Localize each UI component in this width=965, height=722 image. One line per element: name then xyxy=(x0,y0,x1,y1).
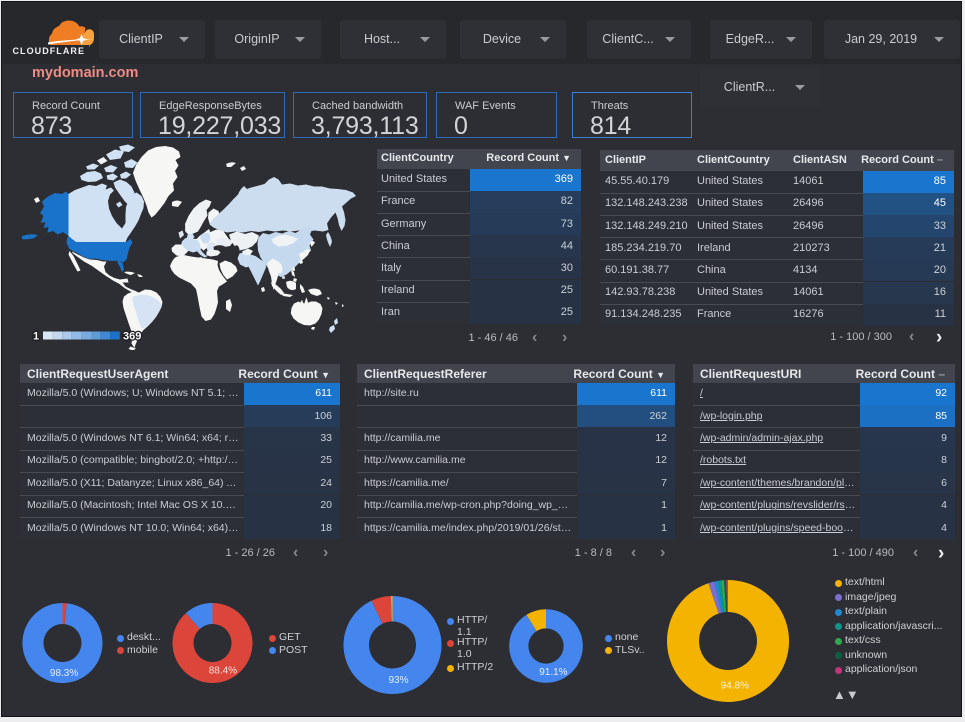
svg-text:1: 1 xyxy=(33,331,39,343)
svg-text:91.1%: 91.1% xyxy=(539,667,567,678)
svg-text:369: 369 xyxy=(123,331,141,343)
svg-text:98.3%: 98.3% xyxy=(50,668,78,679)
svg-text:94.8%: 94.8% xyxy=(721,680,749,691)
svg-text:’: ’ xyxy=(89,46,90,52)
svg-text:93%: 93% xyxy=(388,675,408,686)
svg-text:CLOUDFLARE: CLOUDFLARE xyxy=(13,46,86,56)
svg-text:88.4%: 88.4% xyxy=(209,665,237,676)
